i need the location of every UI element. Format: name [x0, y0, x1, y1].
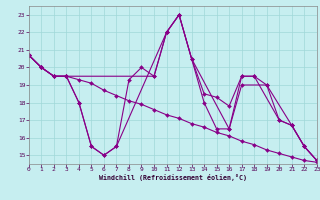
X-axis label: Windchill (Refroidissement éolien,°C): Windchill (Refroidissement éolien,°C) [99, 174, 247, 181]
